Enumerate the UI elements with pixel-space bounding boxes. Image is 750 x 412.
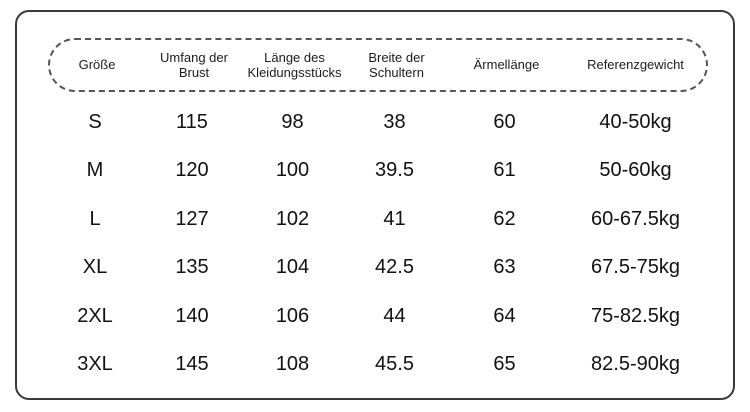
cell-reference-weight: 50-60kg xyxy=(599,159,672,182)
cell-sleeve-length: 60 xyxy=(493,110,516,133)
cell-garment-length: 102 xyxy=(275,207,310,230)
cell-chest: 135 xyxy=(175,256,209,279)
cell-chest: 140 xyxy=(175,304,209,327)
cell-garment-length: 104 xyxy=(275,256,310,279)
size-chart-frame: Größe Umfang der Brust Länge des Kleidun… xyxy=(15,10,735,400)
cell-sleeve-length: 61 xyxy=(493,159,516,182)
cell-shoulder-width: 45.5 xyxy=(375,353,414,376)
cell-size: S xyxy=(88,110,102,133)
table-row: L 127 102 41 62 60-67.5kg xyxy=(48,195,708,244)
cell-garment-length: 108 xyxy=(275,353,310,376)
table-row: XL 135 104 42.5 63 67.5-75kg xyxy=(48,244,708,293)
cell-chest: 127 xyxy=(175,207,209,230)
table-row: 3XL 145 108 45.5 65 82.5-90kg xyxy=(48,341,708,390)
cell-reference-weight: 75-82.5kg xyxy=(591,304,680,327)
cell-shoulder-width: 39.5 xyxy=(375,159,414,182)
cell-size: 2XL xyxy=(77,304,113,327)
cell-shoulder-width: 41 xyxy=(383,207,406,230)
cell-size: 3XL xyxy=(77,353,113,376)
column-header-chest: Umfang der Brust xyxy=(160,49,228,80)
cell-chest: 145 xyxy=(175,353,209,376)
column-header-shoulder-width: Breite der Schultern xyxy=(368,49,425,80)
table-row: M 120 100 39.5 61 50-60kg xyxy=(48,147,708,196)
table-row: 2XL 140 106 44 64 75-82.5kg xyxy=(48,292,708,341)
cell-size: L xyxy=(89,207,101,230)
cell-garment-length: 106 xyxy=(275,304,310,327)
cell-reference-weight: 82.5-90kg xyxy=(591,353,680,376)
cell-sleeve-length: 63 xyxy=(493,256,516,279)
cell-sleeve-length: 64 xyxy=(493,304,516,327)
cell-chest: 115 xyxy=(176,110,208,133)
column-header-reference-weight: Referenzgewicht xyxy=(587,57,684,73)
size-chart-body: S 115 98 38 60 40-50kg M 120 100 39.5 61… xyxy=(48,98,708,389)
cell-shoulder-width: 38 xyxy=(383,110,406,133)
size-chart-header-row: Größe Umfang der Brust Länge des Kleidun… xyxy=(48,38,708,92)
cell-reference-weight: 67.5-75kg xyxy=(591,256,680,279)
column-header-garment-length: Länge des Kleidungsstücks xyxy=(247,49,342,80)
column-header-size: Größe xyxy=(78,57,116,73)
cell-shoulder-width: 42.5 xyxy=(375,256,414,279)
cell-sleeve-length: 62 xyxy=(493,207,516,230)
cell-garment-length: 100 xyxy=(275,159,310,182)
cell-shoulder-width: 44 xyxy=(383,304,406,327)
cell-reference-weight: 60-67.5kg xyxy=(591,207,680,230)
cell-sleeve-length: 65 xyxy=(493,353,516,376)
cell-chest: 120 xyxy=(175,159,209,182)
cell-reference-weight: 40-50kg xyxy=(599,110,672,133)
cell-size: XL xyxy=(82,256,108,279)
cell-garment-length: 98 xyxy=(281,110,304,133)
column-header-sleeve-length: Ärmellänge xyxy=(473,57,540,73)
table-row: S 115 98 38 60 40-50kg xyxy=(48,98,708,147)
cell-size: M xyxy=(86,159,104,182)
